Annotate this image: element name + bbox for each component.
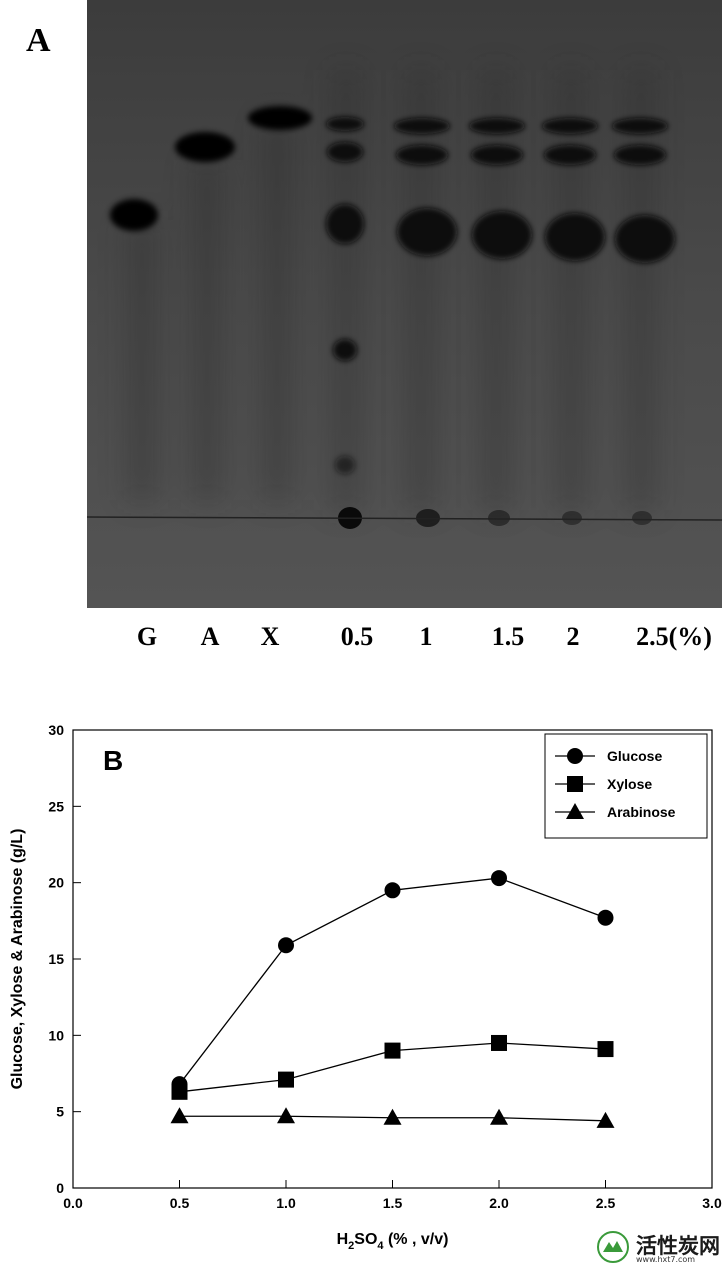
lane-label: 0.5 <box>340 622 374 651</box>
data-point-xylose <box>491 1034 507 1051</box>
data-point-xylose <box>597 1041 614 1058</box>
legend-marker-arabinose <box>566 803 584 819</box>
x-axis-label-part: 2 <box>348 1240 354 1252</box>
x-axis-label-part: H <box>337 1231 349 1248</box>
lane-label: 1.5 <box>491 622 525 651</box>
y-tick-label: 5 <box>56 1104 64 1120</box>
legend-label: Arabinose <box>607 804 676 820</box>
watermark-url: www.hxt7.com <box>636 1255 696 1264</box>
legend-label: Xylose <box>607 776 652 792</box>
x-tick-label: 2.0 <box>489 1195 509 1211</box>
x-tick-label: 2.5 <box>596 1195 616 1211</box>
x-tick-label: 0.5 <box>170 1195 190 1211</box>
lane-label: X <box>260 622 280 651</box>
x-tick-label: 1.5 <box>383 1195 403 1211</box>
panel-b-label: B <box>103 745 123 776</box>
x-axis-label-part: (% , v/v) <box>384 1231 449 1248</box>
legend-marker-glucose <box>567 748 583 764</box>
lane-label: 2.5(%) <box>636 622 712 651</box>
lane-label: 2 <box>566 622 580 651</box>
y-tick-label: 10 <box>48 1027 64 1043</box>
lane-label: A <box>200 622 220 651</box>
y-tick-label: 25 <box>48 798 64 814</box>
x-axis-label: H2SO4 (% , v/v) <box>337 1231 449 1252</box>
data-point-arabinose <box>383 1108 402 1125</box>
panel-a-label: A <box>26 22 51 59</box>
data-point-glucose <box>491 870 507 887</box>
legend-marker-xylose <box>567 776 583 792</box>
data-point-arabinose <box>170 1107 189 1124</box>
y-tick-label: 15 <box>48 951 64 967</box>
sugar-concentration-chart: 0 5 10 15 20 25 30 0.0 0.5 1.0 1.5 2.0 2.5 3.0 B Glucos… <box>9 722 722 1252</box>
lane-label: 1 <box>419 622 433 651</box>
x-tick-label: 1.0 <box>276 1195 296 1211</box>
watermark-text: 活性炭网 <box>636 1234 720 1258</box>
data-point-arabinose <box>277 1107 295 1124</box>
data-point-xylose <box>171 1083 188 1100</box>
legend-label: Glucose <box>607 748 662 764</box>
watermark-logo-icon <box>597 1231 629 1263</box>
y-tick-label: 20 <box>48 875 64 891</box>
x-tick-label: 3.0 <box>702 1195 722 1211</box>
data-point-glucose <box>597 909 614 926</box>
data-point-arabinose <box>596 1111 615 1128</box>
data-point-arabinose <box>490 1108 508 1125</box>
data-point-xylose <box>278 1071 294 1088</box>
x-axis-label-part: SO <box>354 1231 377 1248</box>
tlc-plate-image <box>87 0 722 608</box>
data-point-glucose <box>278 937 294 954</box>
data-point-glucose <box>384 882 401 899</box>
y-axis-label: Glucose, Xylose & Arabinose (g/L) <box>9 829 26 1090</box>
data-point-xylose <box>384 1042 401 1059</box>
y-tick-label: 0 <box>56 1180 64 1196</box>
x-tick-label: 0.0 <box>63 1195 83 1211</box>
y-tick-label: 30 <box>48 722 64 738</box>
x-axis-label-part: 4 <box>377 1240 384 1252</box>
lane-label: G <box>136 622 158 651</box>
